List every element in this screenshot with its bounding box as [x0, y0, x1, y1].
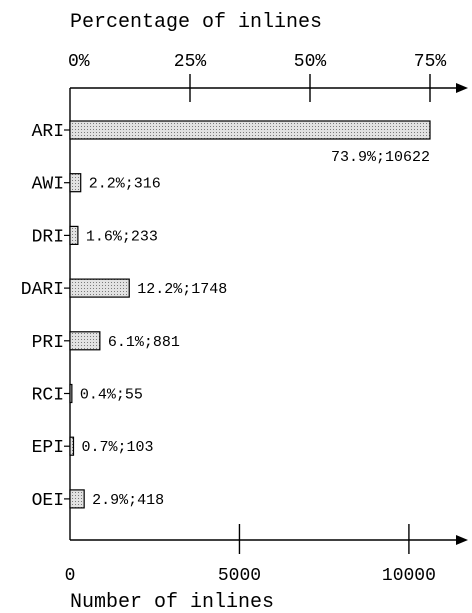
bottom-ticks: 0 5000 10000: [65, 524, 436, 586]
top-tick-label: 0%: [68, 52, 90, 72]
category-label: AWI: [32, 175, 64, 195]
data-label: 0.4%;55: [80, 387, 143, 404]
bar: [69, 489, 85, 509]
top-axis: [70, 83, 468, 93]
category-label: DARI: [21, 280, 64, 300]
category-label: OEI: [32, 491, 64, 511]
bar: [69, 278, 130, 298]
category-label: PRI: [32, 333, 64, 353]
data-label: 12.2%;1748: [137, 281, 227, 298]
bar: [69, 331, 101, 351]
category-label: DRI: [32, 227, 64, 247]
bottom-tick-label: 10000: [382, 566, 436, 586]
bottom-axis: [70, 535, 468, 545]
bottom-axis-title: Number of inlines: [70, 591, 274, 613]
bar: [69, 383, 73, 404]
bar: [69, 120, 431, 140]
data-label: 1.6%;233: [86, 228, 158, 245]
top-ticks: 0% 25% 50% 75%: [68, 52, 446, 102]
top-axis-arrow: [456, 83, 468, 93]
top-axis-title: Percentage of inlines: [70, 11, 322, 34]
bar: [69, 225, 79, 245]
data-label: 0.7%;103: [81, 439, 153, 456]
bottom-axis-arrow: [456, 535, 468, 545]
data-label: 2.9%;418: [92, 492, 164, 509]
bottom-tick-label: 5000: [218, 566, 261, 586]
category-label: EPI: [32, 438, 64, 458]
data-label: 6.1%;881: [108, 334, 180, 351]
data-label: 73.9%;10622: [331, 149, 430, 166]
bottom-tick-label: 0: [65, 566, 76, 586]
top-tick-label: 75%: [414, 52, 447, 72]
top-tick-label: 25%: [174, 52, 207, 72]
top-tick-label: 50%: [294, 52, 327, 72]
bar: [69, 436, 75, 456]
data-label: 2.2%;316: [89, 176, 161, 193]
bar: [69, 173, 82, 193]
category-label: ARI: [32, 122, 64, 142]
bars: ARI 73.9%;10622 AWI 2.2%;316 DRI 1.6%;233 DARI…: [21, 120, 431, 511]
category-label: RCI: [32, 386, 64, 406]
